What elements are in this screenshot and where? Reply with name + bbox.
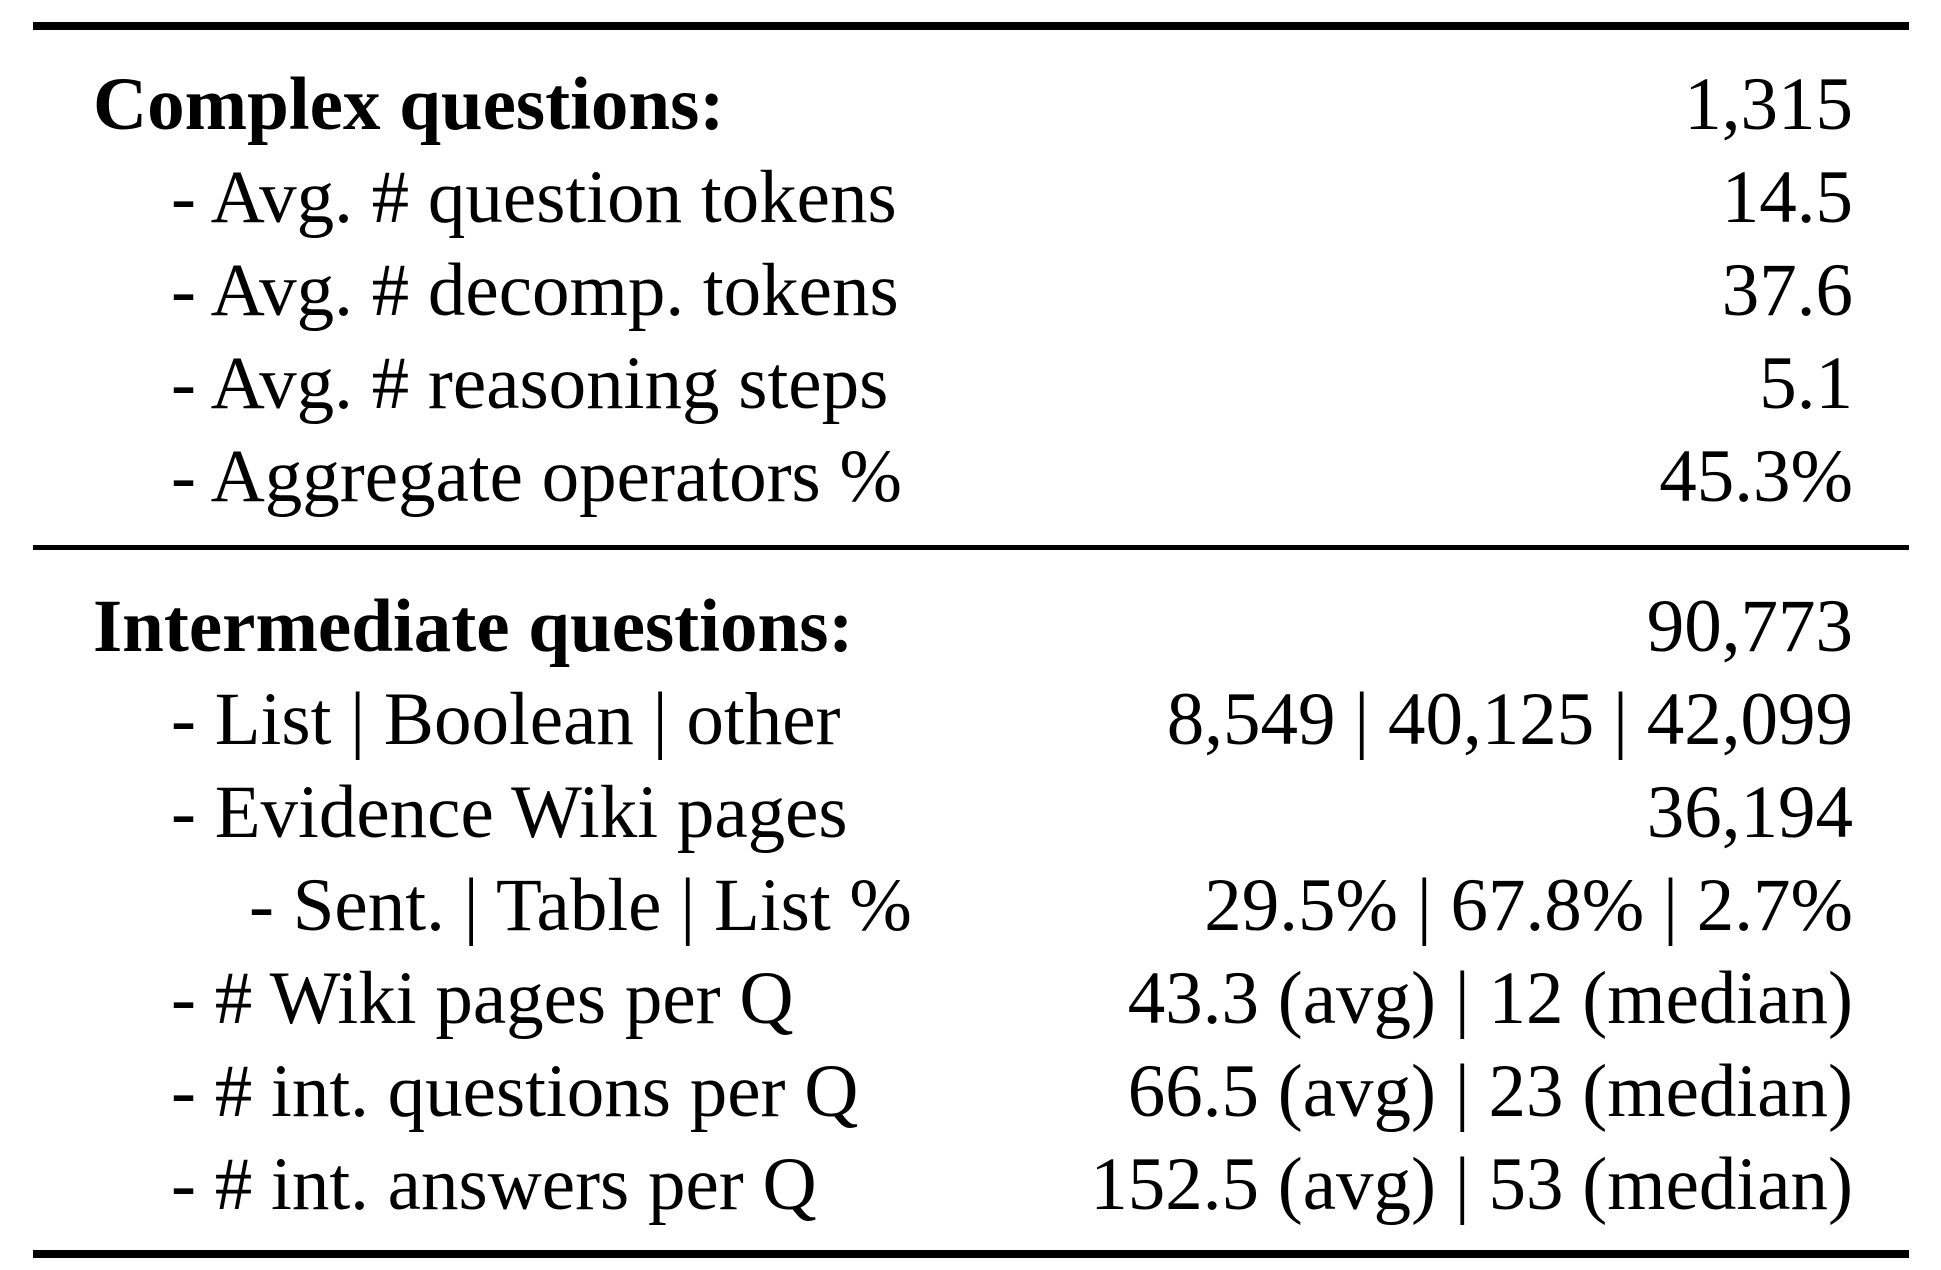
row-label: - List | Boolean | other [171,678,841,761]
row-label: - # Wiki pages per Q [171,957,794,1040]
complex-questions-header-row: Complex questions: 1,315 [0,58,1941,151]
row-value: 152.5 (avg) | 53 (median) [1090,1143,1853,1226]
row-value: 1,315 [1684,63,1853,146]
table-row: - Avg. # decomp. tokens 37.6 [0,244,1941,337]
row-value: 37.6 [1721,249,1853,332]
table-row: - List | Boolean | other 8,549 | 40,125 … [0,673,1941,766]
row-label: - Avg. # question tokens [171,156,897,239]
row-value: 8,549 | 40,125 | 42,099 [1166,678,1853,761]
row-value: 66.5 (avg) | 23 (median) [1127,1050,1853,1133]
row-label: - # int. questions per Q [171,1050,859,1133]
row-label: - Sent. | Table | List % [249,864,912,947]
mid-rule [33,545,1909,550]
row-label: - Avg. # reasoning steps [171,342,889,425]
row-value: 36,194 [1646,771,1853,854]
table-row: - # Wiki pages per Q 43.3 (avg) | 12 (me… [0,952,1941,1045]
row-value: 29.5% | 67.8% | 2.7% [1204,864,1853,947]
row-label: Complex questions: [93,63,725,146]
row-value: 45.3% [1659,435,1853,518]
table-row: - Sent. | Table | List % 29.5% | 67.8% |… [0,859,1941,952]
row-label: - Aggregate operators % [171,435,902,518]
top-rule [33,22,1909,30]
intermediate-questions-header-row: Intermediate questions: 90,773 [0,580,1941,673]
row-value: 5.1 [1759,342,1853,425]
bottom-rule [33,1250,1909,1258]
row-value: 43.3 (avg) | 12 (median) [1127,957,1853,1040]
row-label: - Avg. # decomp. tokens [171,249,899,332]
table-row: - Evidence Wiki pages 36,194 [0,766,1941,859]
row-label: - # int. answers per Q [171,1143,817,1226]
table-row: - Avg. # question tokens 14.5 [0,151,1941,244]
table-row: - Avg. # reasoning steps 5.1 [0,337,1941,430]
row-label: - Evidence Wiki pages [171,771,848,854]
table-row: - # int. questions per Q 66.5 (avg) | 23… [0,1045,1941,1138]
row-value: 14.5 [1721,156,1853,239]
row-value: 90,773 [1646,585,1853,668]
row-label: Intermediate questions: [93,585,854,668]
table-row: - # int. answers per Q 152.5 (avg) | 53 … [0,1138,1941,1231]
table-row: - Aggregate operators % 45.3% [0,430,1941,523]
